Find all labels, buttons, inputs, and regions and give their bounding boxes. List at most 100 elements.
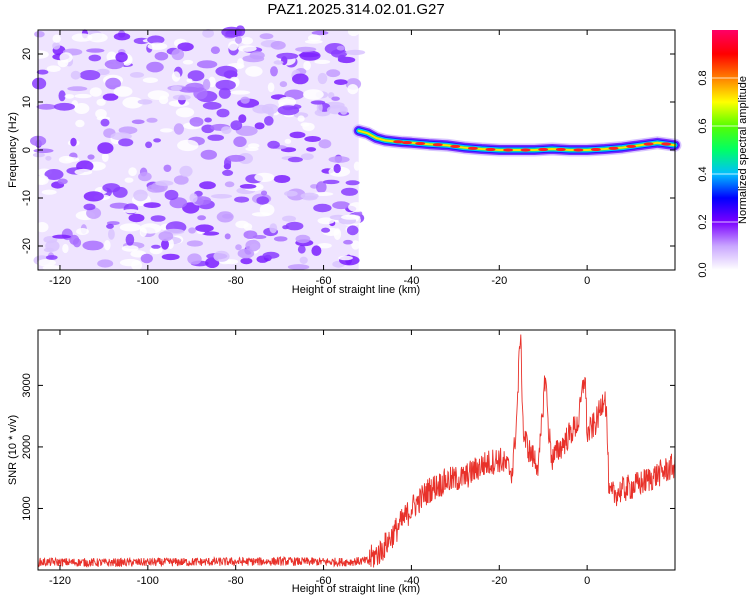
spectral-blob bbox=[97, 142, 114, 154]
x-tick-label: -80 bbox=[228, 575, 244, 587]
signal-peak bbox=[432, 143, 443, 147]
spectral-blob bbox=[46, 65, 61, 72]
spectral-blob bbox=[89, 87, 102, 97]
spectral-blob bbox=[187, 253, 202, 265]
spectral-blob bbox=[150, 215, 166, 222]
spectral-blob bbox=[161, 253, 180, 261]
spectral-blob bbox=[282, 225, 289, 230]
spectral-blob bbox=[113, 32, 131, 41]
spectral-blob bbox=[36, 175, 49, 185]
spectral-blob bbox=[199, 181, 216, 190]
signal-peak bbox=[520, 148, 531, 152]
spectral-blob bbox=[62, 243, 69, 254]
spectral-blob bbox=[204, 117, 212, 123]
spectral-blob bbox=[53, 102, 75, 111]
spectral-blob bbox=[128, 167, 137, 177]
spectral-blob bbox=[318, 139, 332, 149]
spectral-blob bbox=[31, 77, 47, 90]
figure-title: PAZ1.2025.314.02.01.G27 bbox=[267, 1, 444, 18]
spectral-blob bbox=[186, 78, 193, 83]
spectral-blob bbox=[173, 175, 189, 185]
spectral-blob bbox=[42, 265, 62, 271]
spectral-blob bbox=[175, 107, 195, 118]
spectral-blob bbox=[133, 189, 148, 202]
x-tick-label: -120 bbox=[49, 275, 71, 287]
spectrogram-x-axis-label: Height of straight line (km) bbox=[292, 284, 420, 296]
spectral-blob bbox=[237, 248, 255, 259]
spectral-blob bbox=[322, 179, 340, 185]
spectral-blob bbox=[326, 69, 341, 78]
spectral-blob bbox=[129, 72, 145, 78]
spectral-blob bbox=[245, 66, 263, 77]
spectral-blob bbox=[284, 138, 292, 144]
spectral-blob bbox=[83, 203, 96, 211]
spectral-blob bbox=[300, 192, 319, 200]
signal-peak bbox=[467, 146, 478, 150]
spectral-blob bbox=[123, 209, 139, 214]
spectral-blob bbox=[222, 169, 234, 176]
spectral-blob bbox=[102, 93, 119, 101]
spectral-blob bbox=[218, 87, 231, 99]
x-tick-label: -120 bbox=[49, 575, 71, 587]
spectral-blob bbox=[239, 184, 257, 189]
spectral-blob bbox=[228, 41, 239, 51]
spectral-blob bbox=[222, 213, 233, 219]
spectral-blob bbox=[224, 233, 231, 240]
spectral-blob bbox=[276, 52, 299, 60]
spectral-blob bbox=[240, 257, 253, 265]
spectral-blob bbox=[182, 59, 194, 65]
spectral-blob bbox=[124, 177, 134, 183]
spectral-blob bbox=[293, 112, 309, 119]
spectral-blob bbox=[316, 181, 327, 194]
spectral-blob bbox=[86, 207, 102, 219]
spectral-blob bbox=[169, 197, 188, 209]
spectral-blob bbox=[240, 96, 250, 104]
spectral-blob bbox=[215, 65, 238, 77]
spectral-blob bbox=[118, 126, 138, 135]
spectral-blob bbox=[267, 82, 275, 93]
signal-peak bbox=[538, 147, 549, 152]
colorbar-tick-label: 0.0 bbox=[697, 262, 709, 277]
y-tick-label: 3000 bbox=[21, 373, 33, 397]
signal-peak bbox=[503, 148, 514, 152]
spectral-blob bbox=[277, 105, 300, 116]
spectral-blob bbox=[32, 152, 45, 158]
spectral-blob bbox=[311, 245, 322, 256]
spectral-blob bbox=[341, 187, 358, 196]
spectral-blob bbox=[351, 240, 360, 250]
spectral-blob bbox=[321, 227, 331, 233]
spectral-blob bbox=[345, 49, 366, 56]
y-tick-label: -10 bbox=[21, 190, 33, 206]
y-tick-label: 2000 bbox=[21, 435, 33, 459]
spectral-blob bbox=[285, 221, 304, 231]
spectral-blob bbox=[262, 251, 280, 259]
spectral-blob bbox=[300, 153, 314, 161]
spectral-blob bbox=[202, 101, 222, 110]
spectral-blob bbox=[37, 259, 56, 267]
y-tick-label: 20 bbox=[21, 48, 33, 60]
colorbar-tick-label: 0.4 bbox=[697, 166, 709, 181]
spectral-blob bbox=[260, 190, 268, 196]
spectral-blob bbox=[287, 156, 303, 163]
spectral-blob bbox=[273, 60, 284, 65]
spectral-blob bbox=[295, 46, 317, 53]
spectral-blob bbox=[269, 223, 278, 234]
spectral-blob bbox=[158, 231, 174, 242]
spectral-blob bbox=[226, 154, 246, 162]
spectral-blob bbox=[164, 189, 179, 201]
snr-x-axis-label: Height of straight line (km) bbox=[292, 583, 420, 595]
x-tick-label: -20 bbox=[491, 275, 507, 287]
spectral-blob bbox=[299, 256, 308, 264]
spectral-blob bbox=[76, 228, 89, 235]
spectral-blob bbox=[221, 126, 232, 134]
spectral-blob bbox=[247, 143, 260, 149]
spectral-blob bbox=[328, 156, 350, 163]
spectral-blob bbox=[304, 136, 321, 142]
spectral-blob bbox=[74, 103, 90, 114]
spectral-blob bbox=[147, 90, 170, 100]
spectral-blob bbox=[224, 259, 239, 265]
spectral-blob bbox=[316, 101, 323, 114]
x-tick-label: -60 bbox=[316, 275, 332, 287]
spectral-blob bbox=[313, 203, 332, 213]
